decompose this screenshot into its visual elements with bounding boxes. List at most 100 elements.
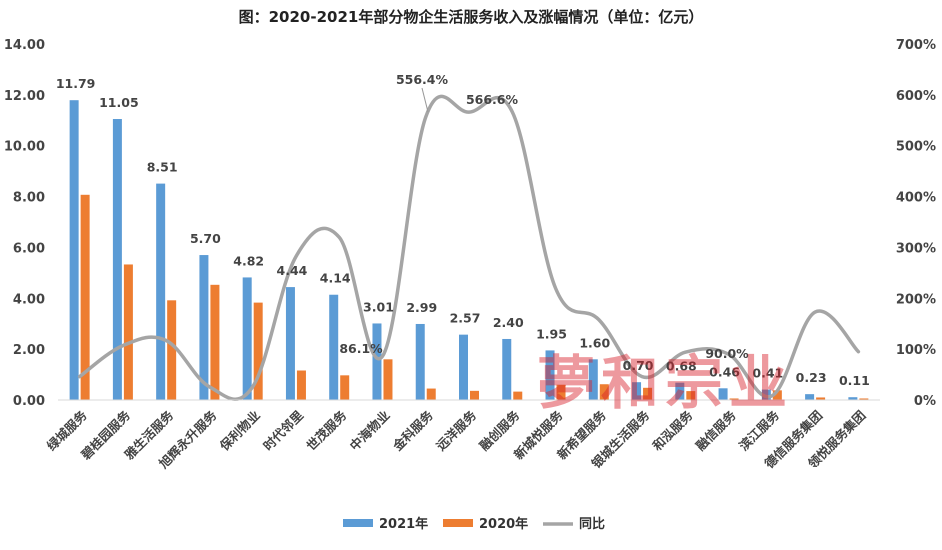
bar-2021 [761, 389, 771, 400]
bar-2020 [80, 194, 90, 400]
y-left-tick-label: 8.00 [13, 191, 45, 206]
line-value-label: 566.6% [466, 92, 519, 107]
y-left-tick-label: 2.00 [13, 343, 45, 358]
bar-2021 [112, 119, 122, 400]
bar-2020 [686, 391, 696, 400]
bar-value-label: 4.14 [320, 271, 351, 286]
bar-2021 [69, 100, 79, 400]
chart-title: 图：2020-2021年部分物企生活服务收入及涨幅情况（单位：亿元） [239, 8, 704, 26]
bar-2021 [632, 382, 642, 400]
bar-2021 [588, 359, 598, 400]
legend-label-yoy: 同比 [579, 516, 605, 532]
bar-2020 [513, 391, 523, 400]
bar-2021 [502, 338, 512, 400]
y-left-tick-label: 12.00 [4, 89, 45, 104]
bar-value-label: 11.79 [56, 76, 96, 91]
legend: 2021年 2020年 同比 [343, 516, 605, 532]
bar-value-label: 0.11 [839, 373, 870, 388]
bar-value-label: 0.46 [709, 364, 740, 379]
category-label: 时代邻里 [260, 407, 306, 453]
bar-value-label: 0.23 [796, 370, 827, 385]
bar-2021 [285, 287, 295, 400]
y-axis-left: 0.00 2.00 4.00 6.00 8.00 10.00 12.00 14.00 [4, 38, 45, 409]
bar-2020 [816, 397, 826, 400]
bar-2021 [545, 350, 555, 400]
y-left-tick-label: 14.00 [4, 38, 45, 53]
bar-value-label: 1.60 [579, 335, 610, 350]
bar-value-label: 2.57 [450, 311, 481, 326]
y-right-tick-label: 200% [896, 292, 936, 307]
category-label: 保利物业 [216, 407, 263, 454]
y-right-tick-label: 700% [896, 38, 936, 53]
y-right-tick-label: 0% [914, 394, 936, 409]
bar-2020 [729, 398, 739, 400]
y-right-tick-label: 300% [896, 241, 936, 256]
bar-series [69, 100, 869, 400]
line-value-label: 86.1% [339, 341, 383, 356]
legend-swatch-2020 [443, 519, 473, 527]
legend-label-2021: 2021年 [379, 516, 428, 532]
bar-2021 [199, 255, 209, 400]
y-left-tick-label: 10.00 [4, 140, 45, 155]
category-label: 金科服务 [389, 407, 436, 454]
bar-2021 [848, 397, 858, 400]
bar-2020 [253, 302, 263, 400]
leader-line [421, 87, 429, 113]
bar-2021 [459, 334, 468, 400]
line-value-label: 556.4% [396, 72, 449, 87]
bar-value-label: 0.41 [752, 366, 783, 381]
y-right-tick-label: 500% [896, 140, 936, 155]
y-left-tick-label: 0.00 [13, 394, 45, 409]
bar-value-label: 3.01 [363, 299, 394, 314]
bar-2021 [156, 183, 166, 400]
bar-value-label: 5.70 [190, 231, 221, 246]
bar-2021 [675, 382, 685, 400]
yoy-line [77, 94, 861, 401]
bar-2020 [340, 375, 350, 400]
category-label: 中海物业 [347, 407, 393, 453]
legend-swatch-2021 [343, 519, 373, 527]
bar-2021 [415, 323, 425, 400]
bar-value-label: 1.95 [536, 326, 567, 341]
bar-value-label: 4.82 [233, 253, 264, 268]
legend-label-2020: 2020年 [479, 516, 528, 532]
bar-value-label: 8.51 [147, 160, 178, 175]
bar-2020 [470, 390, 479, 400]
bar-value-label: 0.68 [666, 359, 697, 374]
line-data-labels: 86.1% 556.4% 566.6% 90.0% [339, 72, 749, 361]
bar-2021 [329, 294, 339, 400]
bar-2021 [805, 394, 815, 400]
bar-2020 [643, 387, 653, 400]
y-left-tick-label: 6.00 [13, 241, 45, 256]
bar-2020 [167, 300, 177, 400]
bar-2020 [296, 370, 306, 400]
y-right-tick-label: 400% [896, 191, 936, 206]
bar-2021 [718, 388, 728, 400]
bar-2020 [210, 284, 220, 400]
y-right-tick-label: 600% [896, 89, 936, 104]
category-label: 世茂服务 [303, 407, 349, 453]
line-series [77, 94, 861, 401]
bar-2021 [372, 323, 382, 400]
bar-2020 [772, 390, 782, 400]
line-value-label: 90.0% [705, 346, 749, 361]
bar-value-label: 4.44 [277, 263, 308, 278]
bar-2020 [426, 388, 436, 400]
bar-2020 [556, 384, 566, 400]
bar-2020 [383, 359, 393, 400]
bar-value-label: 2.99 [406, 300, 437, 315]
y-left-tick-label: 4.00 [13, 292, 45, 307]
bar-value-label: 0.70 [623, 358, 654, 373]
category-label: 远洋服务 [433, 407, 479, 453]
bar-2020 [859, 398, 869, 400]
y-axis-right: 0% 100% 200% 300% 400% 500% 600% 700% [896, 38, 936, 409]
bar-value-label: 11.05 [99, 95, 139, 110]
bar-2020 [599, 384, 609, 400]
watermark: 夢和宗业 [537, 349, 793, 417]
y-right-tick-label: 100% [896, 343, 936, 358]
bar-2020 [123, 264, 133, 400]
bar-value-label: 2.40 [493, 315, 524, 330]
bar-2021 [242, 277, 252, 400]
